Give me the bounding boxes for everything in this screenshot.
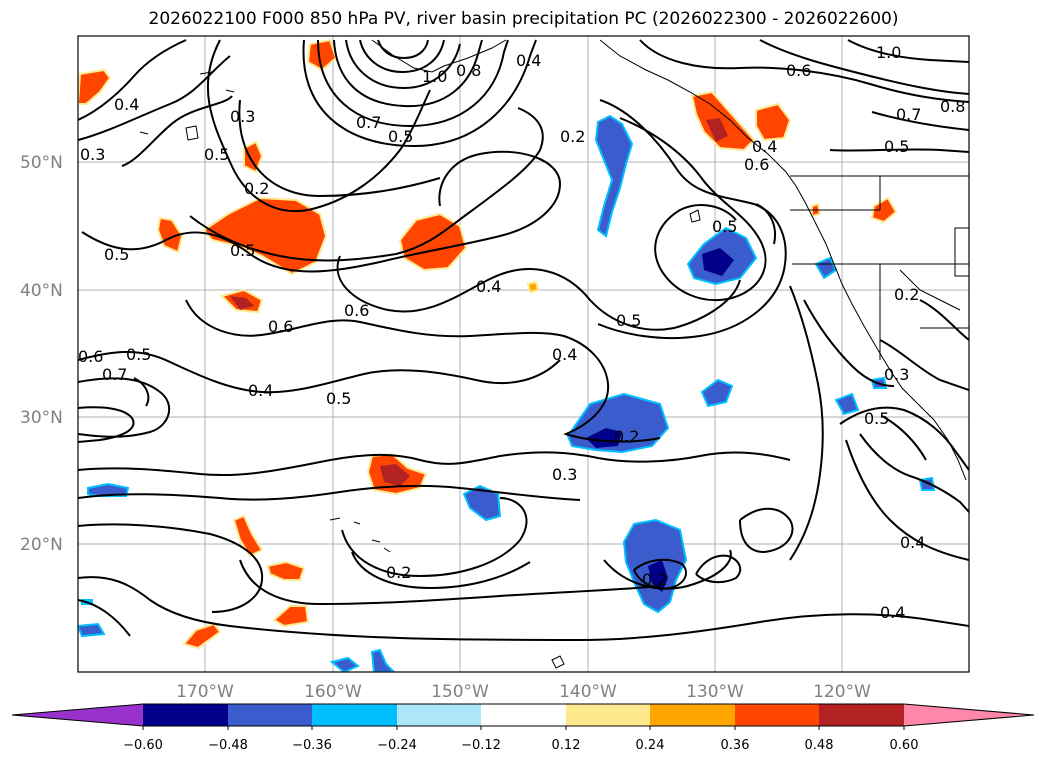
contour-label: 0.8	[456, 61, 481, 80]
colorbar-bin	[819, 704, 904, 726]
positive-precip-shading	[78, 38, 898, 650]
contour-label: 0.2	[894, 285, 919, 304]
colorbar-bin	[566, 704, 650, 726]
lat-label: 40°N	[20, 281, 63, 301]
lat-label: 50°N	[20, 153, 63, 173]
map-title: 2026022100 F000 850 hPa PV, river basin …	[148, 9, 899, 29]
contour-label: 0.4	[880, 603, 905, 622]
contour-label: 0.6	[344, 301, 369, 320]
coastlines	[139, 39, 969, 669]
contour-label: 0.2	[614, 427, 639, 446]
colorbar-tick-label: −0.36	[292, 738, 332, 753]
contour-label: 0.6	[786, 61, 811, 80]
contour-label: 1.0	[876, 43, 901, 62]
contour-label: 0.5	[326, 389, 351, 408]
colorbar-tick-label: 0.48	[805, 738, 834, 753]
graticule	[78, 36, 969, 672]
contour-label: 0.3	[552, 465, 577, 484]
map-frame	[77, 35, 970, 673]
contour-label: 0.2	[642, 570, 667, 589]
colorbar-tick-label: −0.60	[123, 738, 163, 753]
lon-label: 120°W	[813, 682, 871, 702]
contour-label: 0.5	[104, 245, 129, 264]
contour-label: 0.3	[884, 365, 909, 384]
contour-label: 0.4	[516, 51, 541, 70]
contour-label: 0.5	[204, 145, 229, 164]
contour-label: 0.5	[388, 127, 413, 146]
colorbar-tick-label: 0.12	[552, 738, 581, 753]
contour-label: 0.4	[900, 533, 925, 552]
longitude-labels: 170°W 160°W 150°W 140°W 130°W 120°W	[176, 682, 871, 702]
contour-label: 0.4	[552, 345, 577, 364]
map-plot-area	[78, 36, 969, 672]
contour-label: 0.4	[752, 137, 777, 156]
colorbar-bin	[650, 704, 735, 726]
contour-label: 0.6	[744, 155, 769, 174]
contour-label: 0.2	[244, 179, 269, 198]
contour-label: 0.4	[114, 95, 139, 114]
contour-label: 0.3	[80, 145, 105, 164]
pv-contours	[78, 39, 969, 642]
colorbar-over-triangle	[904, 704, 1034, 726]
contour-label: 0.5	[884, 137, 909, 156]
contour-label: 0.2	[560, 127, 585, 146]
negative-precip-shading	[78, 114, 936, 672]
colorbar: −0.60 −0.48 −0.36 −0.24 −0.12 0.12 0.24 …	[11, 703, 1035, 753]
contour-label: 0.5	[712, 217, 737, 236]
colorbar-bin	[228, 704, 312, 726]
lat-label: 30°N	[20, 408, 63, 428]
colorbar-tick-label: −0.48	[208, 738, 248, 753]
colorbar-bin	[397, 704, 481, 726]
contour-label: 0.4	[476, 277, 501, 296]
colorbar-bin	[312, 704, 397, 726]
lon-label: 170°W	[176, 682, 234, 702]
contour-label: 0.6	[78, 347, 103, 366]
contour-label: 0.8	[940, 97, 965, 116]
lat-label: 20°N	[20, 535, 63, 555]
colorbar-tick-label: 0.60	[890, 738, 919, 753]
colorbar-tick-label: 0.36	[721, 738, 750, 753]
colorbar-tick-label: −0.24	[377, 738, 417, 753]
contour-label: 0.5	[864, 409, 889, 428]
contour-label: 0.7	[356, 113, 381, 132]
colorbar-under-triangle	[12, 704, 143, 726]
lon-label: 130°W	[686, 682, 744, 702]
contour-label: 0.7	[102, 365, 127, 384]
colorbar-bin	[735, 704, 819, 726]
colorbar-tick-label: 0.24	[636, 738, 665, 753]
contour-label: 0.2	[386, 563, 411, 582]
contour-label: 0.3	[230, 107, 255, 126]
contour-label: 0.5	[230, 241, 255, 260]
contour-label: 1.0	[422, 67, 447, 86]
latitude-labels: 50°N 40°N 30°N 20°N	[20, 153, 63, 555]
contour-label: 0.6	[268, 317, 293, 336]
lon-label: 140°W	[559, 682, 617, 702]
colorbar-bin	[143, 704, 228, 726]
contour-label: 0.5	[616, 311, 641, 330]
colorbar-tick-label: −0.12	[461, 738, 501, 753]
contour-labels: 0.4 0.3 0.5 0.3 0.7 0.5 1.0 0.8 0.4 0.6 …	[78, 43, 965, 622]
colorbar-bin	[481, 704, 566, 726]
lon-label: 160°W	[304, 682, 362, 702]
contour-label: 0.4	[248, 381, 273, 400]
contour-label: 0.5	[126, 345, 151, 364]
contour-label: 0.7	[896, 105, 921, 124]
lon-label: 150°W	[431, 682, 489, 702]
